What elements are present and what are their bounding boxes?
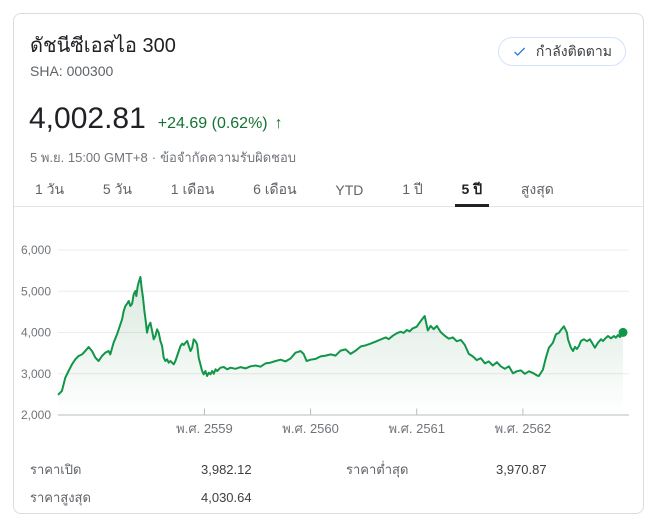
following-button[interactable]: กำลังติดตาม — [497, 37, 626, 66]
stat-open-label: ราคาเปิด — [30, 462, 82, 477]
check-icon — [514, 47, 525, 56]
following-button-label: กำลังติดตาม — [535, 42, 612, 59]
tab-5-year[interactable]: 5 ปี — [454, 174, 489, 207]
stock-summary-card: ดัชนีซีเอสไอ 300 SHA: 000300 กำลังติดตาม… — [13, 13, 644, 514]
current-price: 4,002.81 — [29, 102, 146, 135]
tab-6-month[interactable]: 6 เดือน — [253, 181, 297, 197]
tab-1-year[interactable]: 1 ปี — [402, 181, 423, 197]
y-axis-labels: 2,000 3,000 4,000 5,000 6,000 — [21, 243, 51, 422]
price-row: 4,002.81 +24.69 (0.62%) ↑ — [29, 102, 283, 136]
stat-high-label: ราคาสูงสุด — [30, 490, 91, 505]
disclaimer-link[interactable]: ข้อจำกัดความรับผิดชอบ — [160, 150, 297, 165]
tab-ytd[interactable]: YTD — [335, 182, 364, 198]
stat-low-value: 3,970.87 — [496, 462, 547, 477]
tab-5-day[interactable]: 5 วัน — [102, 181, 132, 197]
meta-separator: · — [151, 150, 157, 165]
page-title: ดัชนีซีเอสไอ 300 — [30, 35, 176, 57]
ticker-symbol: SHA: 000300 — [30, 63, 114, 79]
chart-area-fill — [58, 277, 624, 415]
y-tick-label: 6,000 — [21, 243, 51, 257]
stat-open-value: 3,982.12 — [201, 462, 252, 477]
y-tick-label: 4,000 — [21, 326, 51, 340]
x-tick-label: พ.ศ. 2560 — [282, 421, 339, 436]
y-tick-label: 5,000 — [21, 284, 51, 298]
y-tick-label: 2,000 — [21, 408, 51, 422]
stats-table: ราคาเปิด 3,982.12 ราคาต่ำสุด 3,970.87 รา… — [30, 456, 547, 512]
tab-1-day[interactable]: 1 วัน — [35, 181, 65, 197]
stat-high-value: 4,030.64 — [201, 490, 252, 505]
tab-max[interactable]: สูงสุด — [520, 181, 554, 197]
x-tick-label: พ.ศ. 2562 — [495, 421, 552, 436]
x-tick-label: พ.ศ. 2561 — [388, 421, 445, 436]
up-arrow-icon: ↑ — [274, 115, 283, 132]
tab-1-month[interactable]: 1 เดือน — [170, 181, 215, 197]
stat-low-label: ราคาต่ำสุด — [346, 462, 409, 477]
x-tick-label: พ.ศ. 2559 — [176, 421, 233, 436]
chart-last-point-dot — [618, 327, 628, 337]
price-change: +24.69 (0.62%) — [157, 115, 268, 132]
quote-meta: 5 พ.ย. 15:00 GMT+8 · ข้อจำกัดความรับผิดชอบ — [30, 147, 296, 168]
x-axis-labels: พ.ศ. 2559 พ.ศ. 2560 พ.ศ. 2561 พ.ศ. 2562 — [176, 408, 552, 436]
range-tabs: 1 วัน 5 วัน 1 เดือน 6 เดือน YTD 1 ปี 5 ป… — [14, 174, 643, 207]
y-tick-label: 3,000 — [21, 367, 51, 381]
chart-line — [57, 276, 624, 396]
quote-timestamp: 5 พ.ย. 15:00 GMT+8 — [30, 150, 148, 165]
